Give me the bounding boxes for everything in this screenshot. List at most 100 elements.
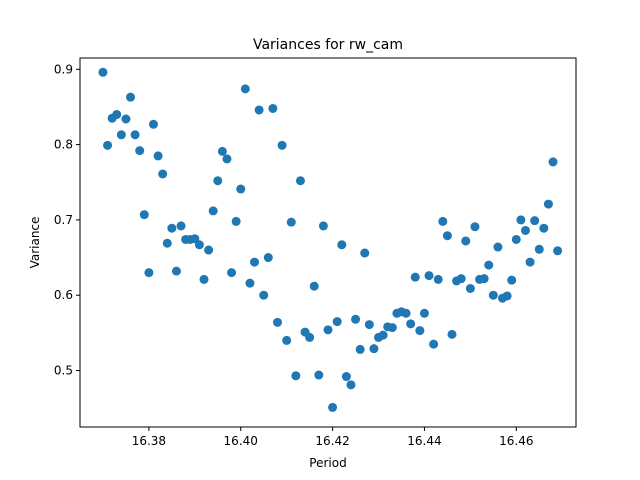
data-point [525,257,535,267]
plot-area-frame [79,57,577,428]
data-point [135,146,145,156]
data-point [314,370,324,380]
data-point [415,326,425,336]
x-axis-label: Period [309,456,346,470]
data-point [328,402,338,412]
data-point [355,344,365,354]
data-point [410,272,420,282]
y-axis-label: Variance [28,217,42,269]
data-point [153,151,163,161]
data-point [360,248,370,258]
data-point [213,176,223,186]
data-point [245,278,255,288]
data-point [433,274,443,284]
data-point [484,260,494,270]
data-point [470,222,480,232]
data-point [208,206,218,216]
data-point [456,274,466,284]
data-point [305,332,315,342]
x-tick-label: 16.46 [499,434,533,448]
data-point [227,268,237,278]
y-tick-label: 0.6 [54,288,73,302]
data-point [479,274,489,284]
data-point [534,244,544,254]
data-point [406,319,416,329]
data-point [364,320,374,330]
y-tick-label: 0.9 [54,62,73,76]
data-point [424,271,434,281]
data-point [167,223,177,233]
y-tick-label: 0.7 [54,213,73,227]
data-point [263,253,273,263]
data-point [171,266,181,276]
data-point [286,217,296,227]
data-point [447,329,457,339]
data-point [511,234,521,244]
x-tick-label: 16.42 [315,434,349,448]
data-point [176,221,186,231]
data-point [553,246,563,256]
data-point [277,140,287,150]
data-point [387,323,397,333]
y-tick-label: 0.5 [54,364,73,378]
data-point [295,176,305,186]
data-point [217,146,227,156]
data-point [158,169,168,179]
data-point [332,317,342,327]
data-point [130,130,140,140]
data-point [139,210,149,220]
data-point [222,154,232,164]
data-point [194,240,204,250]
data-point [429,339,439,349]
data-point [259,290,269,300]
data-point [507,275,517,285]
data-point [493,242,503,252]
data-point [461,236,471,246]
data-point [543,199,553,209]
x-axis-ticks: 16.38 16.40 16.42 16.44 16.46 [132,427,533,448]
data-point [309,281,319,291]
data-point [116,130,126,140]
data-point [465,283,475,293]
data-point [126,92,136,102]
x-tick-label: 16.44 [407,434,441,448]
data-point [488,290,498,300]
data-point [520,225,530,235]
data-point [103,140,113,150]
data-point [282,335,292,345]
data-point [351,314,361,324]
data-point [516,215,526,225]
data-point [268,103,278,113]
data-point [121,114,131,124]
data-point [112,109,122,119]
data-point [162,238,172,248]
data-point [442,231,452,241]
data-point [236,184,246,194]
data-point [539,223,549,233]
chart-title: Variances for rw_cam [253,37,403,53]
data-point [530,216,540,226]
y-tick-label: 0.8 [54,138,73,152]
data-point [438,216,448,226]
data-point [250,257,260,267]
data-point [148,119,158,129]
data-point [291,371,301,381]
x-tick-label: 16.38 [132,434,166,448]
data-point [346,380,356,390]
y-axis-ticks: 0.5 0.6 0.7 0.8 0.9 [54,62,80,378]
data-point [369,344,379,354]
data-point [341,372,351,382]
data-point [318,221,328,231]
data-point [419,308,429,318]
data-point [240,84,250,94]
data-point [254,105,264,115]
data-point [323,325,333,335]
data-point [502,291,512,301]
data-point [401,308,411,318]
data-point [204,245,214,255]
data-point [144,268,154,278]
data-point [199,274,209,284]
data-point [231,216,241,226]
